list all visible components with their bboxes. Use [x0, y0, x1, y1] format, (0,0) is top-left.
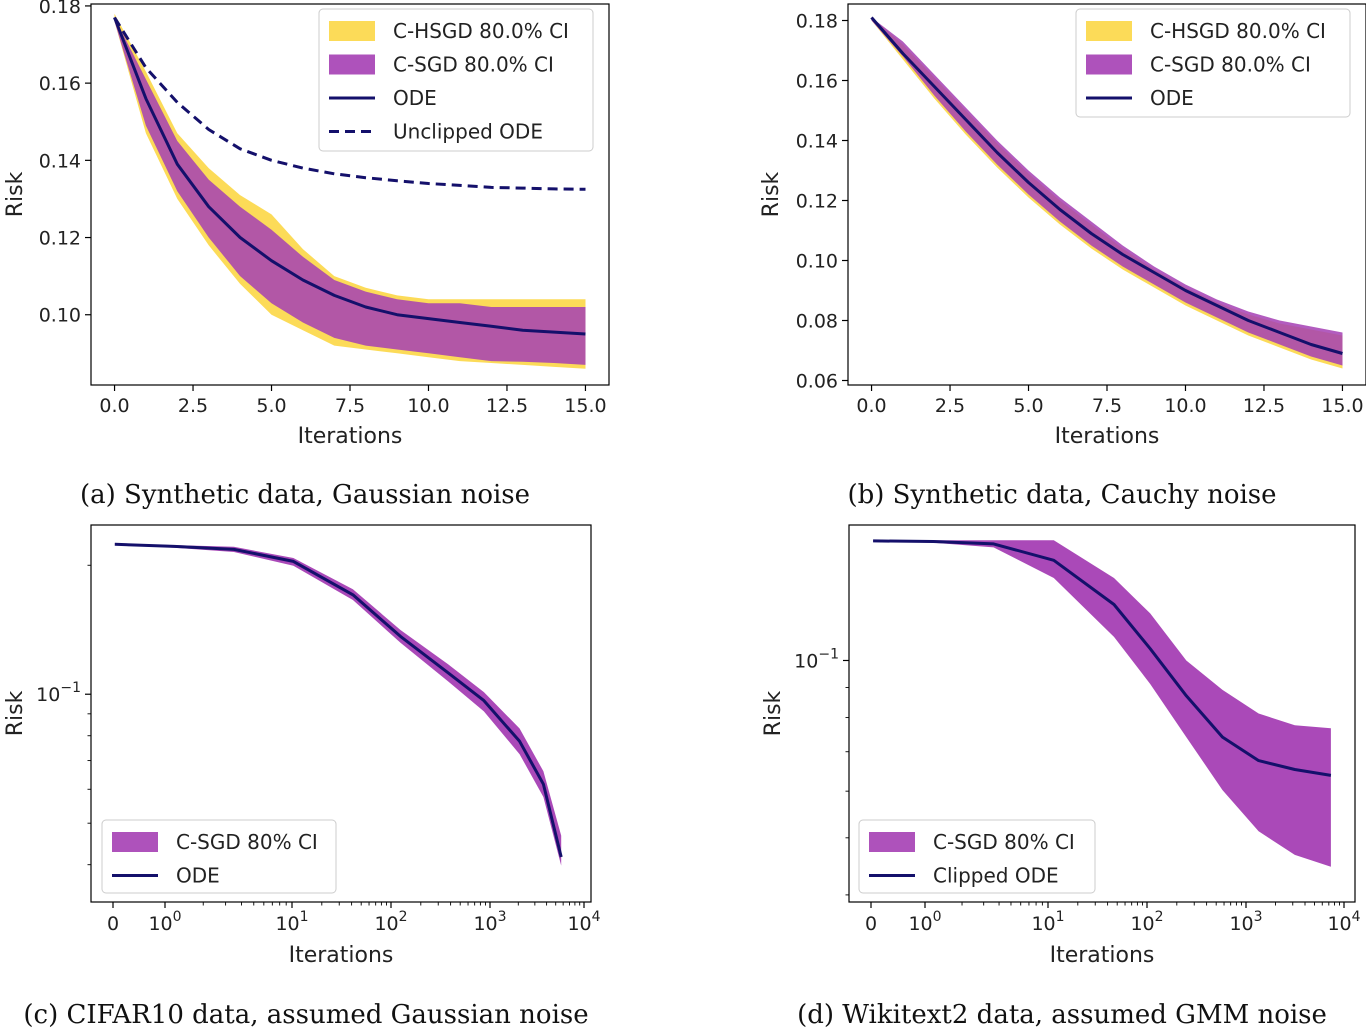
- legend-label: ODE: [1150, 86, 1194, 110]
- series-band-0: [873, 540, 1331, 867]
- legend-label: C-SGD 80% CI: [933, 830, 1075, 854]
- caption-c: (c) CIFAR10 data, assumed Gaussian noise: [23, 1000, 588, 1030]
- y-tick-label: 0.14: [39, 150, 81, 172]
- plot-area: [873, 539, 1332, 867]
- legend-frame: [1075, 8, 1351, 118]
- x-axis-label: Iterations: [289, 943, 394, 968]
- x-tick-label: 103: [473, 909, 506, 935]
- series-line-1: [873, 539, 1332, 777]
- y-tick-label: 0.10: [796, 251, 838, 273]
- series-line-1: [114, 542, 563, 858]
- legend-label: ODE: [393, 86, 437, 110]
- plot-area: [113, 13, 586, 369]
- plot-area: [870, 16, 1343, 369]
- legend-swatch: [329, 54, 375, 75]
- legend-label: C-SGD 80.0% CI: [393, 53, 554, 77]
- x-tick-label: 7.5: [335, 395, 365, 417]
- caption-b: (b) Synthetic data, Cauchy noise: [847, 480, 1276, 510]
- series-line-2: [870, 16, 1343, 355]
- caption-d: (d) Wikitext2 data, assumed GMM noise: [797, 1000, 1327, 1030]
- x-tick-label: 15.0: [564, 395, 606, 417]
- legend: C-SGD 80% CI Clipped ODE: [858, 819, 1096, 894]
- x-tick-label: 104: [1327, 909, 1360, 935]
- x-tick-label: 10.0: [1164, 395, 1206, 417]
- x-tick-label: 100: [148, 909, 181, 935]
- legend-frame: [318, 8, 594, 152]
- x-tick-label: 102: [374, 909, 407, 935]
- plot-area: [114, 542, 563, 866]
- axes-frame: [848, 524, 1356, 903]
- y-tick-label: 0.16: [796, 71, 838, 93]
- x-tick-label: 15.0: [1321, 395, 1363, 417]
- x-tick-label: 101: [275, 909, 308, 935]
- y-tick-label: 10−1: [794, 646, 839, 672]
- y-axis-label: Risk: [761, 690, 786, 736]
- panel-a: 0.0 2.5 5.0 7.5 10.0 12.5 15.0 0.10 0.12 0.14 0.16…: [3, 0, 610, 449]
- x-tick-label: 7.5: [1092, 395, 1122, 417]
- legend-label: Unclipped ODE: [393, 120, 543, 144]
- y-tick-label: 0.12: [39, 228, 81, 250]
- x-tick-label: 2.5: [935, 395, 965, 417]
- y-tick-label: 0.10: [39, 305, 81, 327]
- legend-label: C-SGD 80% CI: [176, 830, 318, 854]
- legend-label: ODE: [176, 864, 220, 888]
- x-axis-label: Iterations: [298, 424, 403, 449]
- legend-frame: [858, 819, 1096, 894]
- legend-frame: [101, 819, 337, 894]
- x-tick-label: 100: [908, 909, 941, 935]
- legend-swatch: [1086, 54, 1132, 75]
- legend-swatch: [1086, 21, 1132, 41]
- y-axis-label: Risk: [3, 171, 28, 217]
- x-tick-label: 0.0: [856, 395, 886, 417]
- x-axis-label: Iterations: [1050, 943, 1155, 968]
- x-tick-label: 102: [1130, 909, 1163, 935]
- y-tick-label: 0.06: [796, 371, 838, 393]
- panel-d: 0 100 101 102 103 104 10−1 Iterations Risk C-SGD …: [761, 524, 1361, 968]
- legend-swatch: [869, 832, 915, 852]
- series-line-3: [113, 16, 586, 191]
- legend: C-HSGD 80.0% CI C-SGD 80.0% CI ODE: [1075, 8, 1351, 118]
- legend-label: C-SGD 80.0% CI: [1150, 53, 1311, 77]
- y-tick-label: 0.18: [39, 0, 81, 18]
- series-band-1: [871, 17, 1343, 366]
- y-tick-label: 0.14: [796, 131, 838, 153]
- y-tick-label: 0.08: [796, 311, 838, 333]
- x-tick-label: 10.0: [407, 395, 449, 417]
- series-line-2: [113, 16, 586, 336]
- x-tick-label: 0: [865, 913, 877, 935]
- x-tick-label: 5.0: [1013, 395, 1043, 417]
- y-axis-label: Risk: [3, 690, 28, 736]
- caption-a: (a) Synthetic data, Gaussian noise: [80, 480, 530, 510]
- y-tick-label: 0.12: [796, 191, 838, 213]
- legend-swatch: [329, 21, 375, 41]
- legend: C-HSGD 80.0% CI C-SGD 80.0% CI ODE Unclippe…: [318, 8, 594, 152]
- legend: C-SGD 80% CI ODE: [101, 819, 337, 894]
- x-axis-label: Iterations: [1055, 424, 1160, 449]
- x-tick-label: 101: [1031, 909, 1064, 935]
- x-tick-label: 104: [567, 909, 600, 935]
- panel-c: 0 100 101 102 103 104 10−1 Iterations Risk C-SGD …: [3, 524, 601, 968]
- legend-label: C-HSGD 80.0% CI: [393, 19, 569, 43]
- x-tick-label: 2.5: [178, 395, 208, 417]
- series-band-0: [114, 543, 562, 866]
- x-tick-label: 0.0: [99, 395, 129, 417]
- legend-label: C-HSGD 80.0% CI: [1150, 19, 1326, 43]
- legend-label: Clipped ODE: [933, 864, 1059, 888]
- y-tick-label: 0.18: [796, 11, 838, 33]
- panel-b: 0.0 2.5 5.0 7.5 10.0 12.5 15.0 0.06 0.08 0.10 0.12…: [759, 3, 1366, 449]
- y-tick-label: 10−1: [36, 680, 81, 706]
- x-tick-label: 12.5: [1243, 395, 1285, 417]
- x-tick-label: 12.5: [486, 395, 528, 417]
- y-tick-label: 0.16: [39, 73, 81, 95]
- legend-swatch: [112, 832, 158, 852]
- x-tick-label: 103: [1229, 909, 1262, 935]
- x-tick-label: 5.0: [256, 395, 286, 417]
- x-tick-label: 0: [107, 913, 119, 935]
- y-axis-label: Risk: [759, 171, 784, 217]
